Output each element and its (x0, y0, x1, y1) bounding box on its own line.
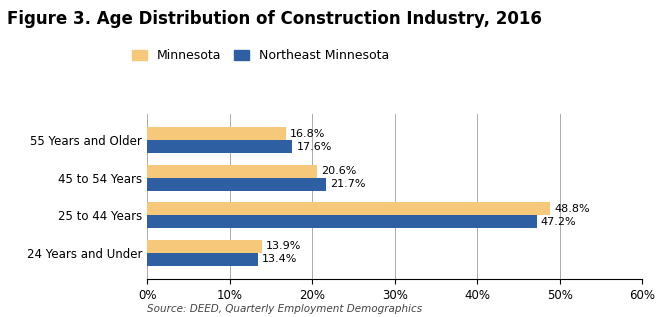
Bar (147, 240, 262, 253)
Bar (147, 140, 292, 153)
Bar (147, 253, 258, 266)
Legend: Minnesota, Northeast Minnesota: Minnesota, Northeast Minnesota (126, 44, 394, 67)
Bar (147, 215, 537, 228)
Text: 13.9%: 13.9% (266, 241, 301, 251)
Bar (147, 178, 326, 191)
Bar (147, 127, 286, 140)
Text: 47.2%: 47.2% (541, 217, 577, 227)
Text: 21.7%: 21.7% (330, 179, 366, 189)
Text: 20.6%: 20.6% (321, 166, 357, 176)
Bar (147, 202, 550, 215)
Text: 16.8%: 16.8% (290, 129, 325, 139)
Text: Figure 3. Age Distribution of Construction Industry, 2016: Figure 3. Age Distribution of Constructi… (7, 10, 542, 28)
Bar (147, 165, 317, 178)
Text: Source: DEED, Quarterly Employment Demographics: Source: DEED, Quarterly Employment Demog… (147, 304, 422, 314)
Text: 17.6%: 17.6% (296, 142, 332, 152)
Text: 13.4%: 13.4% (262, 254, 297, 264)
Text: 48.8%: 48.8% (554, 204, 589, 214)
